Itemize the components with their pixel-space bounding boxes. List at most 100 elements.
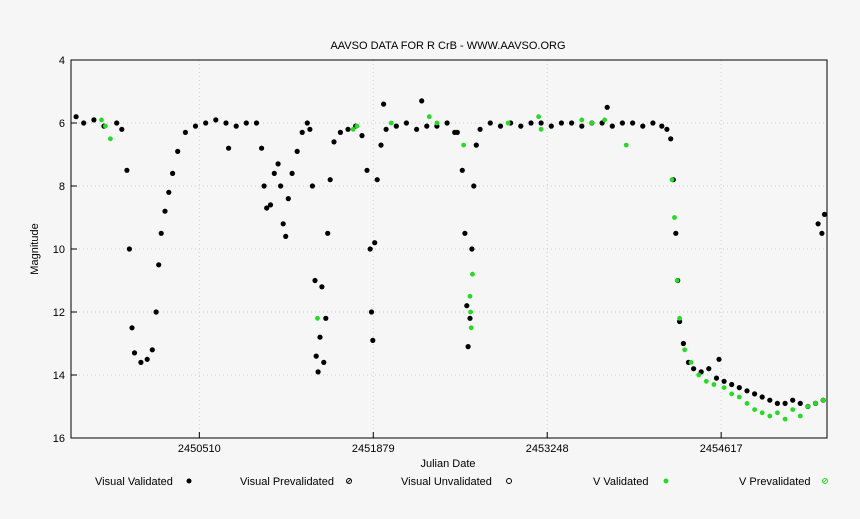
visual-validated-point [497, 123, 504, 129]
visual-validated-point [271, 170, 277, 176]
visual-validated-point [782, 400, 788, 406]
y-tick-label: 10 [53, 244, 65, 256]
x-tick-label: 2453248 [526, 443, 569, 455]
visual-validated-point [182, 129, 188, 135]
visual-validated-point [370, 337, 376, 343]
visual-validated-point [278, 183, 284, 189]
visual-validated-point [477, 126, 483, 132]
visual-validated-point [91, 117, 97, 123]
visual-validated-point [538, 120, 544, 126]
visual-validated-point [819, 230, 825, 236]
legend-label: Visual Validated [95, 476, 173, 488]
legend-entry: Visual Validated [95, 476, 192, 488]
visual-validated-point [367, 246, 373, 252]
legend-marker [186, 478, 192, 484]
visual-validated-point [713, 375, 720, 381]
visual-validated-point [368, 309, 375, 315]
v-validated-point [674, 278, 680, 283]
visual-validated-point [81, 120, 87, 126]
visual-validated-point [706, 366, 712, 372]
visual-validated-point [313, 353, 319, 359]
visual-validated-point [261, 183, 267, 189]
plot-frame [70, 59, 828, 439]
visual-validated-point [283, 233, 289, 239]
y-tick-label: 16 [53, 433, 65, 445]
v-validated-point [354, 123, 360, 129]
visual-validated-point [294, 148, 300, 154]
legend-label: Visual Prevalidated [240, 476, 334, 488]
v-validated-point [682, 347, 688, 353]
visual-validated-point [487, 120, 493, 126]
x-tick-label: 2451879 [352, 443, 395, 455]
visual-validated-point [462, 230, 468, 236]
visual-validated-point [331, 139, 337, 145]
v-validated-point [677, 315, 682, 321]
v-validated-point [426, 114, 432, 120]
v-validated-point [108, 136, 113, 142]
visual-validated-point [275, 161, 281, 167]
v-validated-point [696, 372, 702, 378]
visual-validated-point [309, 183, 315, 189]
v-validated-point [602, 117, 607, 123]
v-validated-point [623, 142, 629, 148]
visual-validated-point [203, 120, 209, 126]
visual-validated-point [156, 262, 162, 268]
visual-validated-point [744, 388, 750, 394]
visual-validated-point [321, 359, 327, 365]
visual-validated-point [465, 344, 471, 350]
legend-entry: Visual Unvalidated [401, 476, 512, 488]
visual-validated-point [312, 277, 318, 284]
visual-validated-point [767, 397, 773, 403]
visual-validated-point [243, 120, 249, 126]
visual-validated-point [124, 167, 130, 173]
visual-validated-point [317, 334, 323, 340]
visual-validated-point [192, 123, 199, 129]
visual-validated-point [650, 120, 656, 126]
visual-validated-point [471, 183, 477, 189]
v-validated-point [775, 410, 780, 416]
v-validated-point [805, 404, 811, 409]
visual-validated-point [729, 381, 735, 388]
y-tick-label: 12 [53, 307, 65, 319]
v-validated-point [767, 413, 773, 419]
visual-validated-point [307, 126, 313, 132]
visual-validated-point [383, 126, 389, 132]
visual-validated-point [424, 123, 430, 129]
visual-validated-point [452, 129, 458, 135]
visual-validated-point [558, 120, 565, 126]
visual-validated-point [664, 126, 670, 132]
visual-validated-point [444, 120, 450, 126]
visual-validated-point [364, 167, 370, 173]
v-validated-point [315, 315, 320, 321]
visual-validated-point [372, 240, 378, 246]
visual-validated-point [691, 366, 697, 372]
visual-validated-point [233, 123, 239, 129]
v-validated-point [711, 382, 717, 387]
visual-validated-point [323, 315, 329, 321]
visual-validated-point [73, 114, 79, 120]
v-validated-point [468, 309, 473, 315]
v-validated-point [721, 385, 727, 390]
legend-marker [506, 478, 512, 484]
visual-validated-point [403, 120, 409, 126]
visual-validated-point [213, 117, 219, 123]
visual-validated-point [267, 202, 274, 208]
v-validated-point [759, 410, 765, 416]
points-layer [73, 98, 828, 422]
v-validated-point [752, 407, 757, 412]
visual-validated-point [170, 170, 176, 176]
v-validated-point [350, 126, 356, 132]
visual-validated-point [673, 230, 679, 236]
visual-validated-point [158, 230, 164, 236]
x-axis-label: Julian Date [420, 458, 475, 470]
v-validated-point [744, 401, 750, 406]
v-validated-point [790, 407, 796, 412]
v-validated-point [102, 123, 108, 129]
v-validated-point [669, 177, 675, 183]
visual-validated-point [119, 126, 125, 132]
legend-entry: V Validated [593, 476, 669, 488]
visual-validated-point [759, 394, 765, 400]
v-validated-point [813, 401, 818, 406]
visual-validated-point [548, 123, 554, 129]
visual-validated-point [325, 230, 331, 236]
